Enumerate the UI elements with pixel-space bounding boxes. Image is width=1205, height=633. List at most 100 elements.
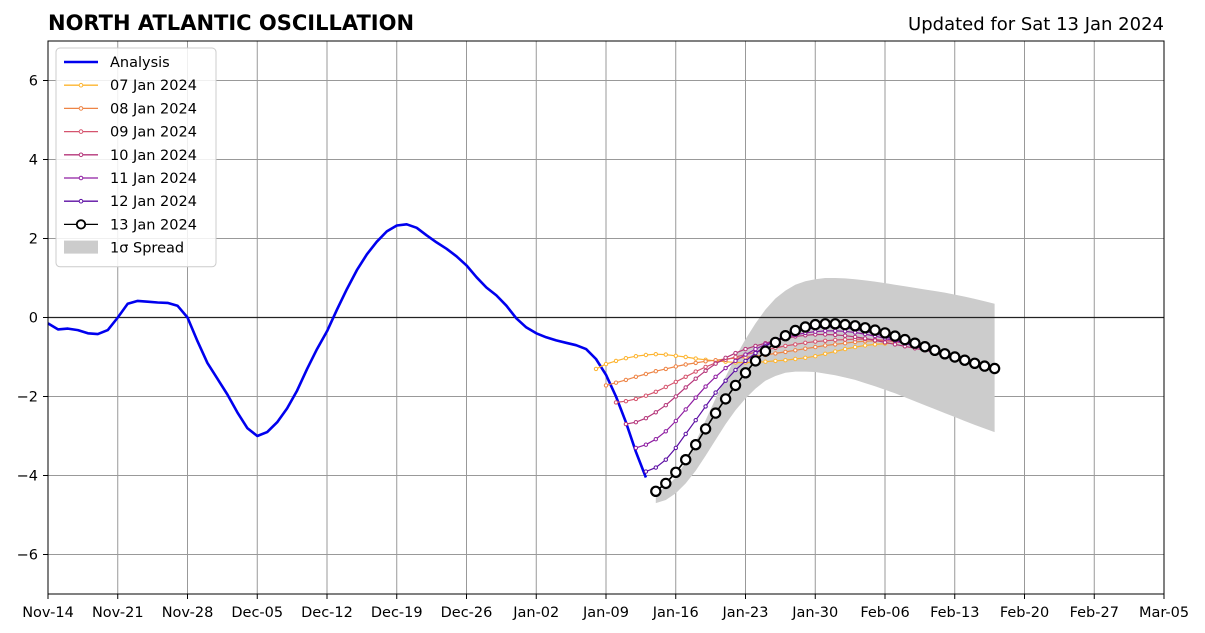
forecast-point: [929, 344, 941, 356]
forecast-point: [680, 454, 692, 466]
forecast-point: [633, 374, 639, 379]
x-tick-label: Dec-05: [231, 605, 283, 621]
forecast-point: [670, 466, 682, 478]
legend-marker: [75, 219, 87, 230]
forecast-point: [959, 354, 971, 366]
forecast-point: [769, 336, 782, 349]
forecast-point: [872, 338, 878, 343]
forecast-point: [643, 442, 649, 447]
x-axis-ticks: Nov-14 Nov-21 Nov-28 Dec-05 Dec-12 Dec-19 Dec-…: [22, 594, 1189, 621]
forecast-point: [823, 338, 828, 343]
legend-marker: [78, 82, 84, 88]
forecast-point: [899, 333, 911, 346]
forecast-point: [823, 343, 828, 348]
forecast-point: [733, 367, 738, 373]
forecast-point: [683, 385, 688, 390]
forecast-point: [643, 371, 649, 377]
forecast-point: [759, 345, 772, 357]
forecast-point: [593, 366, 599, 372]
forecast-point: [653, 465, 658, 470]
series-group: [47, 223, 1001, 497]
forecast-point: [862, 343, 868, 348]
forecast-point: [703, 359, 708, 364]
forecast-point: [852, 344, 858, 350]
forecast-point: [803, 346, 808, 351]
x-tick-label: Nov-28: [162, 605, 214, 621]
chart-title: NORTH ATLANTIC OSCILLATION: [48, 11, 414, 35]
forecast-point: [783, 349, 788, 355]
forecast-point: [823, 332, 828, 337]
forecast-point: [823, 328, 828, 334]
forecast-point: [743, 346, 748, 352]
forecast-point: [909, 337, 921, 349]
legend-label: 07 Jan 2024: [110, 78, 197, 94]
legend-swatch: [64, 240, 98, 254]
forecast-point: [789, 324, 802, 337]
forecast-point: [833, 332, 838, 338]
forecast-point: [833, 337, 838, 343]
forecast-point: [703, 384, 708, 389]
y-tick-label: 4: [29, 153, 38, 169]
forecast-point: [879, 327, 891, 339]
forecast-point: [703, 368, 708, 373]
forecast-point: [833, 349, 838, 354]
forecast-point: [663, 457, 668, 462]
legend-label: Analysis: [110, 55, 170, 71]
forecast-point: [729, 379, 742, 392]
analysis-line: [47, 223, 648, 478]
legend-label: 12 Jan 2024: [110, 194, 197, 210]
forecast-point: [663, 352, 668, 357]
forecast-point: [743, 358, 748, 364]
forecast-point: [833, 328, 838, 334]
x-tick-label: Jan-23: [721, 605, 768, 621]
legend-label: 10 Jan 2024: [110, 148, 197, 164]
forecast-point: [773, 358, 778, 364]
forecast-point: [713, 361, 718, 366]
forecast-point: [813, 354, 818, 359]
forecast-point: [723, 365, 728, 371]
x-tick-label: Nov-14: [22, 605, 74, 621]
forecast-point: [683, 431, 688, 437]
forecast-point: [633, 445, 639, 451]
forecast-point: [799, 321, 812, 333]
forecast-point: [713, 390, 718, 395]
x-tick-label: Jan-16: [652, 605, 699, 621]
forecast-point: [673, 379, 678, 385]
forecast-point: [842, 337, 848, 342]
forecast-point: [643, 469, 649, 474]
y-tick-label: −2: [17, 390, 38, 406]
x-tick-label: Jan-02: [512, 605, 559, 621]
forecast-point: [793, 342, 798, 347]
legend-label: 11 Jan 2024: [110, 171, 197, 187]
forecast-point: [862, 336, 868, 341]
x-tick-label: Feb-20: [1000, 605, 1049, 621]
forecast-point: [733, 350, 738, 356]
forecast-point: [823, 351, 828, 356]
forecast-point: [623, 356, 629, 361]
legend-marker: [78, 198, 84, 204]
forecast-point: [633, 354, 639, 359]
forecast-point: [683, 374, 688, 379]
x-tick-label: Feb-27: [1070, 605, 1119, 621]
forecast-point: [693, 360, 698, 366]
x-tick-label: Nov-21: [92, 605, 144, 621]
forecast-point: [739, 367, 752, 379]
forecast-point: [643, 352, 649, 358]
x-tick-label: Jan-09: [582, 605, 629, 621]
forecast-point: [733, 358, 738, 364]
forecast-point: [660, 477, 672, 490]
forecast-point: [603, 383, 609, 388]
forecast-point: [693, 395, 698, 400]
forecast-point: [813, 344, 818, 350]
x-tick-label: Dec-12: [301, 605, 353, 621]
chart-subtitle: Updated for Sat 13 Jan 2024: [908, 14, 1164, 35]
forecast-point: [719, 393, 732, 405]
forecast-point: [819, 318, 831, 330]
forecast-point: [743, 352, 748, 357]
forecast-point: [713, 374, 718, 379]
forecast-point: [653, 369, 658, 374]
forecast-point: [673, 418, 678, 424]
forecast-point: [969, 357, 981, 369]
legend-label: 13 Jan 2024: [110, 217, 197, 233]
forecast-point: [673, 445, 678, 451]
